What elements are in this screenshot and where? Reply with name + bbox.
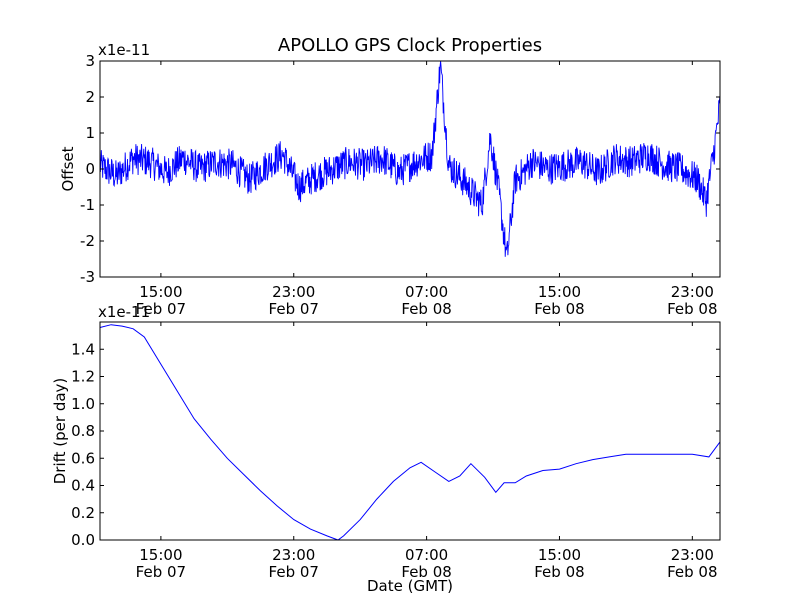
- offset-series-line: [99, 60, 721, 257]
- drift-xtick-date: Feb 07: [136, 563, 186, 581]
- offset-xtick-date: Feb 08: [401, 300, 451, 318]
- drift-ytick-label: 0.6: [71, 449, 95, 467]
- offset-xtick-time: 23:00: [671, 283, 714, 301]
- drift-panel: x1e-11 Drift (per day) 0.0 0.2 0.4 0.6 0.8 1.…: [51, 303, 721, 595]
- drift-xtick-date: Feb 07: [269, 563, 319, 581]
- drift-ytick-label: 1.2: [71, 368, 95, 386]
- x-axis-label: Date (GMT): [367, 577, 453, 595]
- drift-ytick-label: 0.2: [71, 504, 95, 522]
- drift-ytick-label: 0.8: [71, 422, 95, 440]
- drift-xtick-date: Feb 08: [401, 563, 451, 581]
- offset-multiplier-label: x1e-11: [98, 41, 150, 59]
- offset-ytick-label: 2: [85, 88, 95, 106]
- offset-xtick-time: 23:00: [272, 283, 315, 301]
- drift-xtick-date: Feb 08: [534, 563, 584, 581]
- offset-xtick-date: Feb 07: [136, 300, 186, 318]
- offset-xtick-time: 07:00: [405, 283, 448, 301]
- offset-ytick-label: 3: [85, 52, 95, 70]
- offset-ytick-label: -1: [80, 196, 95, 214]
- drift-xtick-date: Feb 08: [667, 563, 717, 581]
- offset-series-path: [99, 60, 721, 257]
- drift-ytick-label: 1.4: [71, 340, 95, 358]
- offset-xtick-date: Feb 08: [534, 300, 584, 318]
- chart-title: APOLLO GPS Clock Properties: [278, 35, 542, 56]
- offset-xtick-time: 15:00: [538, 283, 581, 301]
- drift-xtick-time: 23:00: [272, 546, 315, 564]
- drift-series-line: [99, 324, 721, 541]
- drift-ytick-label: 1.0: [71, 395, 95, 413]
- offset-xtick-time: 15:00: [139, 283, 182, 301]
- offset-ytick-label: -3: [80, 268, 95, 286]
- drift-xtick-time: 15:00: [139, 546, 182, 564]
- offset-xtick-date: Feb 07: [269, 300, 319, 318]
- drift-ytick-label: 0.4: [71, 477, 95, 495]
- drift-multiplier-label: x1e-11: [98, 303, 150, 321]
- offset-ytick-label: 0: [85, 160, 95, 178]
- offset-ytick-label: 1: [85, 124, 95, 142]
- drift-xtick-time: 07:00: [405, 546, 448, 564]
- drift-y-axis-label: Drift (per day): [51, 378, 69, 485]
- drift-ytick-label: 0.0: [71, 531, 95, 549]
- drift-series-path: [99, 324, 721, 541]
- drift-axes-frame: [99, 321, 721, 541]
- offset-xtick-date: Feb 08: [667, 300, 717, 318]
- offset-y-axis-label: Offset: [59, 146, 77, 191]
- drift-xtick-time: 15:00: [538, 546, 581, 564]
- drift-xtick-time: 23:00: [671, 546, 714, 564]
- offset-ytick-label: -2: [80, 232, 95, 250]
